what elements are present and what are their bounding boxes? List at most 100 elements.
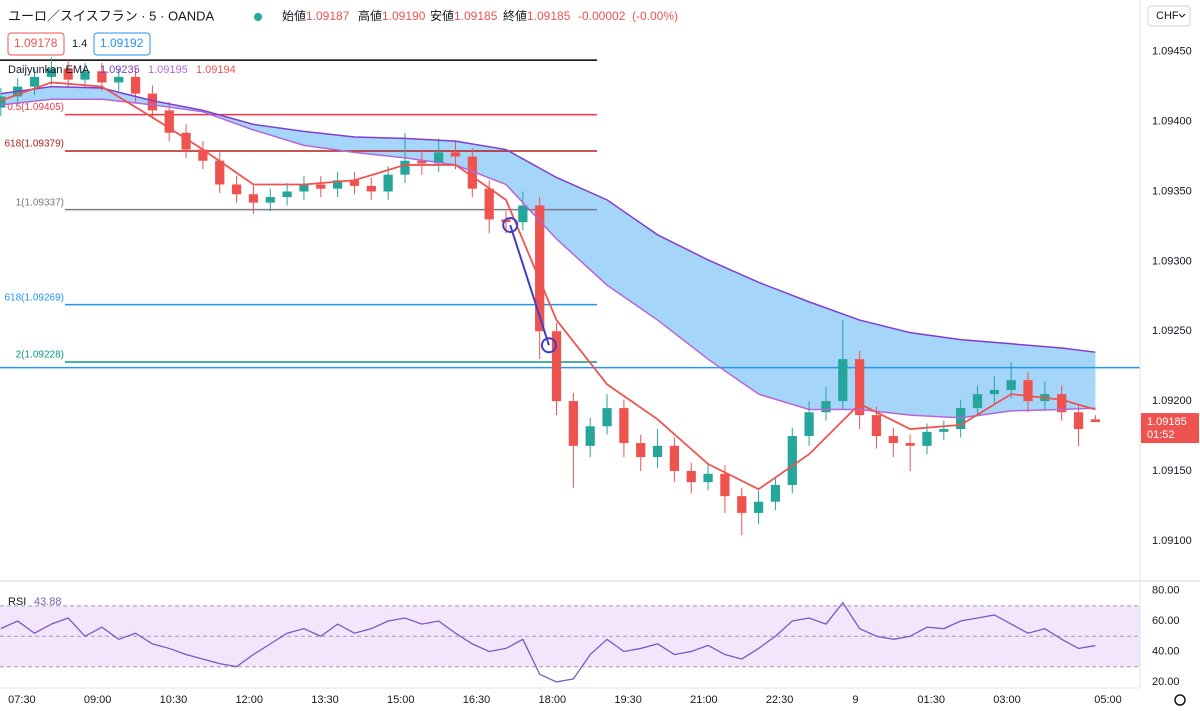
ohlc-name: 高値 xyxy=(358,8,382,23)
bid-box[interactable] xyxy=(7,32,65,56)
candle-body xyxy=(46,68,56,77)
candle-body xyxy=(434,152,444,164)
y-tick-label: 20.00 xyxy=(1152,676,1180,688)
indicator-value: 1.09235 xyxy=(100,64,140,76)
currency[interactable]: CHF xyxy=(1156,10,1179,22)
currency-button[interactable] xyxy=(1147,5,1191,27)
y-tick-label: 40.00 xyxy=(1152,645,1180,657)
rsi-title: RSI xyxy=(8,596,26,608)
candle-body xyxy=(316,184,326,189)
x-tick-label: 10:30 xyxy=(160,694,188,706)
ohlc-name: 終値 xyxy=(503,8,527,23)
candle-body xyxy=(114,76,124,83)
candle-body xyxy=(1073,412,1084,430)
ema-line xyxy=(0,98,1096,419)
x-tick-label: 09:00 xyxy=(84,694,112,706)
candle-body xyxy=(299,184,309,192)
y-tick-label: 1.09400 xyxy=(1152,115,1192,127)
candle-body xyxy=(265,197,275,203)
trend-line xyxy=(509,224,550,346)
y-tick-label: 1.09150 xyxy=(1152,465,1192,477)
change-percent: (-0.00%) xyxy=(632,9,678,23)
candle-body xyxy=(989,389,999,395)
candle-body xyxy=(804,412,814,437)
dropdown-arrow xyxy=(1178,13,1186,18)
ohlc-name: 安値 xyxy=(430,8,454,23)
x-tick-label: 18:00 xyxy=(539,694,567,706)
candle-body xyxy=(63,68,73,80)
candle-body xyxy=(248,194,259,203)
candle-body xyxy=(838,359,848,402)
candle-body xyxy=(1090,419,1101,423)
fib-label: 618(1.09379) xyxy=(5,139,65,150)
rsi-pane xyxy=(0,601,1140,683)
candle-body xyxy=(282,191,292,198)
candle-body xyxy=(939,429,949,432)
candle-body xyxy=(349,180,360,186)
candle-body xyxy=(652,445,663,458)
fib-label: 2(1.09228) xyxy=(16,350,64,361)
candle-body xyxy=(669,445,680,471)
rsi-value: 43.88 xyxy=(34,596,62,608)
ask: 1.09192 xyxy=(100,36,144,50)
x-tick-label: 03:00 xyxy=(993,694,1021,706)
settings-gear[interactable] xyxy=(1174,694,1186,706)
y-tick-label: 1.09200 xyxy=(1152,395,1192,407)
fib-label: 0.5(1.09405) xyxy=(7,102,64,113)
candle-body xyxy=(215,160,225,185)
ask-box[interactable] xyxy=(93,32,151,56)
price-tag-value: 1.09185 xyxy=(1147,416,1187,428)
candle-body xyxy=(585,426,595,446)
market-status xyxy=(254,13,262,21)
bid: 1.09178 xyxy=(14,36,58,50)
x-tick-label: 22:30 xyxy=(766,694,794,706)
candle-body xyxy=(400,160,410,175)
trend-anchor xyxy=(540,337,557,354)
trend-anchor xyxy=(502,217,519,234)
candle-body xyxy=(972,394,983,409)
candle-body xyxy=(450,152,461,157)
indicator-value: 1.09195 xyxy=(148,64,188,76)
x-tick-label: 9 xyxy=(852,694,858,706)
candle-body xyxy=(535,205,545,332)
x-tick-label: 15:00 xyxy=(387,694,415,706)
symbol-title: ユーロ／スイスフラン · 5 · OANDA xyxy=(8,8,215,23)
fib-label: 618(1.09269) xyxy=(5,292,65,303)
candle-body xyxy=(231,184,242,195)
candle-body xyxy=(97,71,107,83)
candle-body xyxy=(888,436,898,444)
candle-body xyxy=(737,496,747,513)
candle-body xyxy=(29,76,40,87)
candle-body xyxy=(602,408,612,427)
y-tick-label: 1.09350 xyxy=(1152,185,1192,197)
ema-line xyxy=(0,81,1096,491)
settings-icon[interactable] xyxy=(1174,694,1186,706)
candle-body xyxy=(484,188,494,220)
candle-body xyxy=(551,331,562,402)
y-tick-label: 1.09100 xyxy=(1152,535,1192,547)
candle-body xyxy=(501,219,511,223)
candle-body xyxy=(383,174,393,192)
rsi-line xyxy=(0,601,1096,683)
y-tick-label: 1.09450 xyxy=(1152,46,1192,58)
indicator-value: 1.09194 xyxy=(196,64,236,76)
spread: 1.4 xyxy=(72,38,87,50)
candle-body xyxy=(366,185,376,192)
x-tick-label: 07:30 xyxy=(8,694,36,706)
candle-body xyxy=(855,359,865,416)
candle-body xyxy=(703,473,713,483)
y-tick-label: 1.09250 xyxy=(1152,325,1192,337)
candle-body xyxy=(720,473,730,497)
candle-body xyxy=(198,149,208,161)
ohlc-name: 始値 xyxy=(282,8,306,23)
ohlc-value: 1.09185 xyxy=(527,9,571,23)
ohlc-value: 1.09185 xyxy=(454,9,498,23)
x-tick-label: 13:30 xyxy=(311,694,339,706)
candle-body xyxy=(1057,394,1067,413)
ohlc-value: 1.09187 xyxy=(306,9,350,23)
countdown: 01:52 xyxy=(1147,429,1175,441)
main-pane: 0.5(1.09405) 618(1.09379) 1(1.09337) 618(1.… xyxy=(0,57,1140,536)
candle-body xyxy=(753,501,764,513)
